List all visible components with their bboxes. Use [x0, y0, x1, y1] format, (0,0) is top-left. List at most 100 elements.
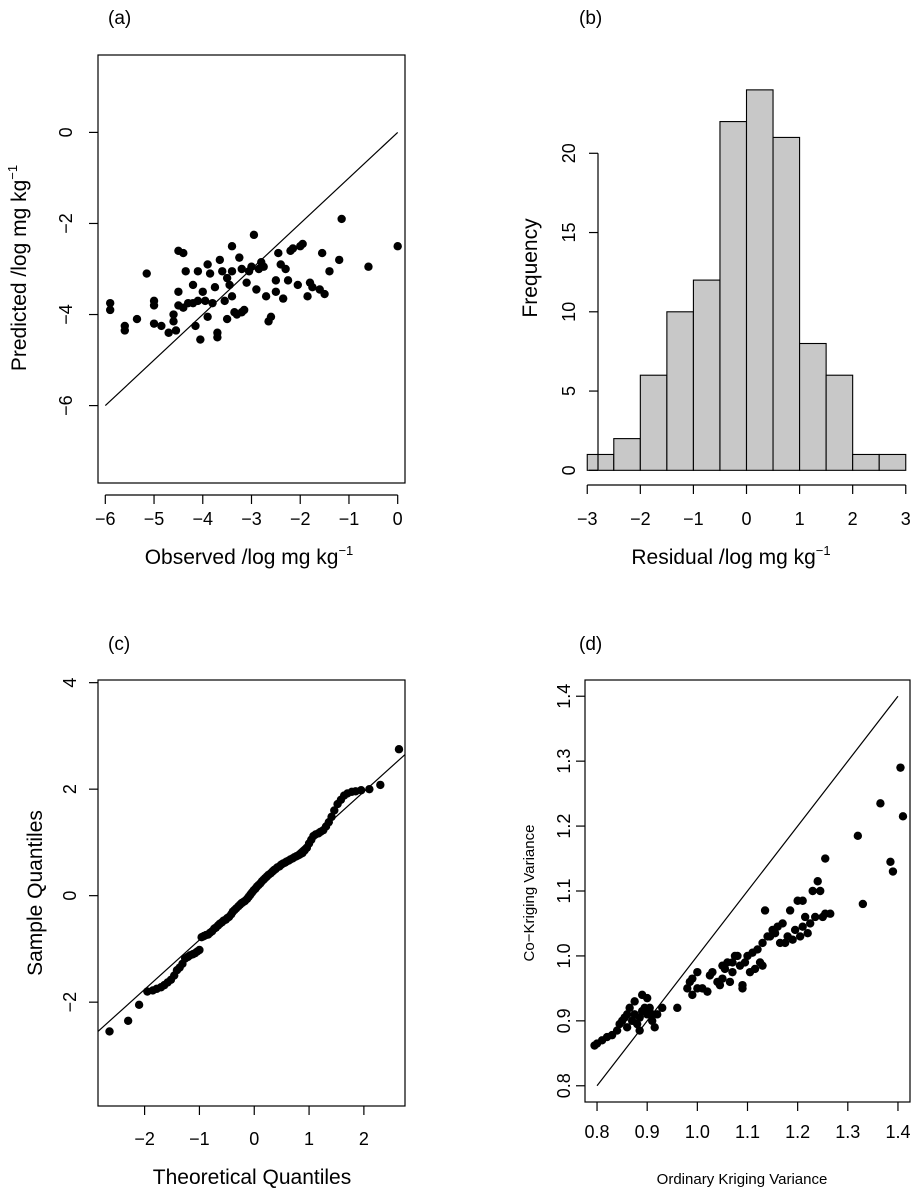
data-point [203, 312, 212, 322]
y-tick-label: 2 [60, 784, 80, 794]
y-tick-label: 10 [559, 302, 579, 322]
x-tick-label: −3 [577, 509, 598, 529]
y-tick-label: 0 [559, 465, 579, 475]
x-tick-label: 0 [741, 509, 751, 529]
data-point [635, 1013, 644, 1022]
data-point [876, 799, 885, 808]
panel-d-marks [590, 695, 908, 1087]
panel-c-y-axis: −2 0 2 4 [60, 678, 98, 1013]
y-tick-label: 5 [559, 386, 579, 396]
data-point [247, 262, 256, 271]
data-point [120, 326, 130, 335]
data-point [208, 298, 217, 308]
panel-d-y-axis-label: Co−Kriging Variance [521, 825, 538, 962]
data-point [648, 1016, 657, 1026]
panel-b-x-axis-label: Residual /log mg kg−1 [631, 543, 830, 569]
data-point [740, 958, 750, 967]
x-tick-label: 2 [359, 1129, 369, 1149]
data-point [210, 283, 220, 292]
panel-d-x-axis: 0.8 0.9 1.0 1.1 1.2 1.3 1.4 [585, 1102, 910, 1142]
y-tick-label: 20 [559, 143, 579, 163]
data-point [653, 1010, 662, 1019]
panel-a-y-axis: −6 −4 −2 0 [56, 127, 98, 416]
histogram-bar [852, 453, 880, 471]
y-tick-label: 1.0 [554, 943, 574, 968]
data-point [149, 319, 159, 328]
data-point [750, 964, 760, 974]
panel-a-x-axis-label: Observed /log mg kg−1 [145, 543, 354, 569]
data-point [218, 267, 227, 276]
y-tick-label: −4 [56, 304, 76, 325]
panel-d-label: (d) [579, 634, 602, 655]
data-point [622, 1023, 632, 1032]
data-point [213, 333, 222, 342]
data-point [222, 273, 232, 283]
data-point [259, 262, 268, 271]
data-point [728, 958, 737, 967]
y-tick-label: 0 [60, 891, 80, 901]
panel-a-plot-box [97, 54, 406, 484]
x-tick-label: −2 [290, 509, 311, 529]
data-point [274, 248, 283, 258]
panel-c-y-axis-label: Sample Quantiles [24, 810, 47, 976]
data-point [222, 314, 232, 324]
y-tick-label: 1.2 [554, 814, 574, 839]
data-point [142, 269, 151, 278]
x-tick-label: 0 [249, 1129, 259, 1149]
data-point [365, 784, 374, 794]
data-point [821, 854, 830, 863]
data-point [174, 287, 183, 296]
panel-b: (b) −3 −2 −1 0 1 2 3 0 5 10 15 20 Residual /log mg… [519, 8, 911, 569]
data-point [261, 292, 271, 301]
x-tick-label: 1 [304, 1129, 314, 1149]
data-point [805, 919, 815, 928]
data-point [795, 932, 805, 941]
histogram-bar [772, 136, 801, 471]
data-point [715, 980, 725, 990]
y-tick-label: 1.3 [554, 749, 574, 774]
data-point [249, 230, 259, 240]
data-point [225, 280, 234, 290]
x-tick-label: −3 [241, 509, 262, 529]
data-point [612, 1026, 622, 1035]
data-point [205, 269, 215, 278]
data-point [738, 984, 747, 993]
x-tick-label: 1.2 [785, 1122, 810, 1142]
data-point [157, 321, 166, 331]
panel-d-x-axis-label: Ordinary Kriging Variance [657, 1171, 828, 1188]
y-tick-label: 4 [60, 678, 80, 688]
data-point [693, 967, 702, 977]
data-point [858, 899, 868, 909]
panel-b-y-axis-label: Frequency [519, 218, 542, 318]
data-point [132, 314, 142, 324]
data-point [293, 280, 302, 290]
data-point [235, 253, 244, 262]
data-point [201, 296, 210, 306]
x-tick-label: 1.0 [685, 1122, 710, 1142]
data-point [770, 929, 780, 938]
data-point [650, 1023, 659, 1032]
data-point [816, 886, 825, 896]
data-point [193, 296, 203, 306]
data-point [191, 321, 200, 331]
x-tick-label: 1.3 [835, 1122, 860, 1142]
data-point [220, 296, 229, 306]
y-tick-label: −2 [56, 213, 76, 234]
histogram-bar [639, 374, 668, 471]
data-point [886, 857, 895, 866]
data-point [278, 294, 288, 303]
data-point [105, 1027, 114, 1036]
data-point [758, 961, 767, 970]
data-point [198, 287, 207, 296]
x-tick-label: −1 [189, 1129, 210, 1149]
data-point [303, 292, 312, 301]
data-point [134, 1000, 144, 1010]
data-point [271, 276, 281, 285]
panel-c-x-axis: −2 −1 0 1 2 [134, 1106, 369, 1149]
data-point [283, 276, 293, 285]
data-point [785, 906, 795, 915]
y-tick-label: −2 [60, 992, 80, 1013]
data-point [237, 264, 246, 274]
x-tick-label: −2 [630, 509, 651, 529]
